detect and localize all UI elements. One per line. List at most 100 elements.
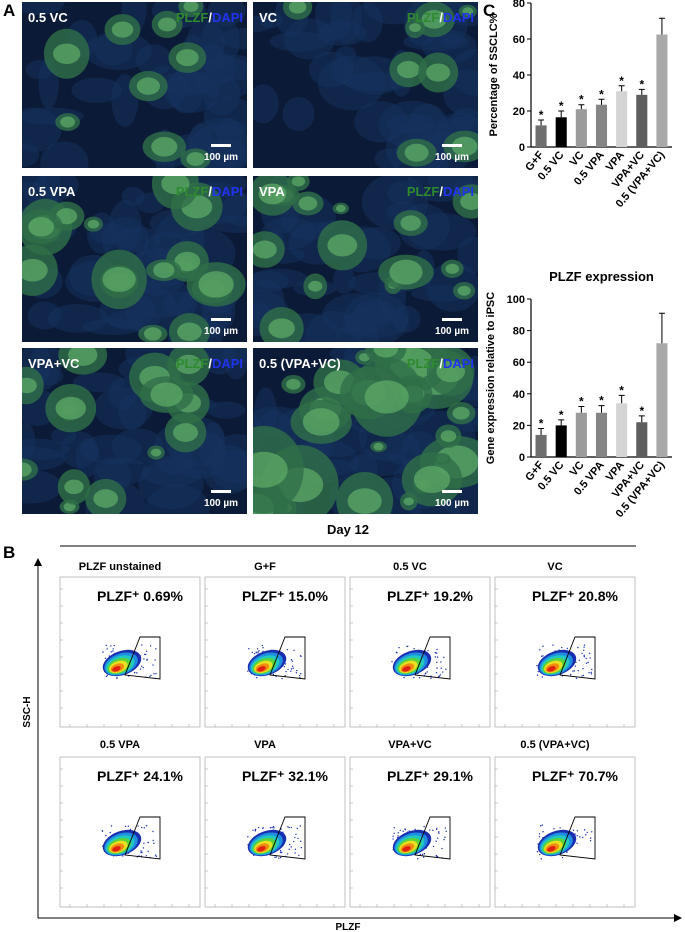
- event: [252, 829, 254, 831]
- event: [256, 652, 258, 654]
- separator: /: [439, 184, 443, 199]
- event: [444, 836, 446, 839]
- event: [300, 846, 302, 849]
- event: [281, 677, 283, 680]
- scale-label: 100 µm: [204, 498, 238, 509]
- event: [140, 665, 143, 667]
- bar: [555, 425, 567, 457]
- stain-label: PLZF/DAPI: [407, 356, 474, 371]
- event: [110, 825, 113, 827]
- dapi-cloud: [202, 74, 241, 116]
- density: [112, 846, 121, 852]
- event: [407, 645, 409, 647]
- scale-bar: [442, 144, 462, 147]
- plot-title: G+F: [254, 561, 276, 573]
- marker: PLZF: [407, 356, 440, 371]
- bar: [575, 109, 587, 147]
- event: [422, 856, 425, 858]
- error-bar: [558, 419, 565, 426]
- significance: *: [559, 99, 564, 113]
- event: [299, 825, 302, 827]
- event: [262, 647, 264, 649]
- event: [154, 659, 156, 661]
- event: [274, 856, 276, 858]
- dapi-cloud: [138, 459, 204, 510]
- event: [402, 830, 404, 832]
- event: [155, 673, 157, 675]
- y-tick-label: 80: [513, 0, 525, 10]
- dapi-cloud: [27, 301, 62, 330]
- event: [300, 673, 302, 675]
- event: [582, 674, 585, 677]
- event: [579, 836, 581, 838]
- event: [112, 648, 114, 650]
- colony-core: [258, 183, 287, 205]
- event: [256, 648, 259, 650]
- event: [440, 661, 442, 663]
- colony-core: [175, 354, 202, 375]
- event: [145, 653, 147, 656]
- event: [436, 855, 439, 858]
- event: [435, 855, 438, 857]
- event: [290, 659, 293, 661]
- error-bar: [598, 98, 605, 105]
- event: [540, 858, 542, 860]
- event: [541, 655, 543, 657]
- event: [443, 656, 445, 659]
- event: [133, 671, 136, 674]
- event: [284, 663, 287, 665]
- colony-core: [87, 219, 100, 229]
- colony-core: [327, 234, 358, 257]
- bar: [555, 117, 567, 147]
- error-bar: [658, 312, 665, 344]
- bar: [595, 412, 608, 457]
- colony-core: [347, 488, 382, 514]
- colony-core: [451, 136, 478, 157]
- event: [436, 837, 439, 839]
- event: [589, 657, 591, 659]
- gate-label: PLZF⁺ 15.0%: [242, 588, 329, 604]
- colony-core: [60, 116, 76, 128]
- bar: [535, 434, 547, 457]
- micrograph: [22, 348, 247, 514]
- micrograph: [22, 176, 247, 342]
- colony-core: [445, 263, 460, 274]
- event: [290, 846, 292, 848]
- event: [444, 827, 447, 829]
- event: [397, 835, 399, 837]
- micrograph: [253, 2, 478, 168]
- event: [292, 667, 294, 669]
- event: [583, 829, 586, 831]
- event: [581, 652, 583, 655]
- event: [440, 667, 442, 669]
- event: [539, 649, 541, 651]
- scale-label: 100 µm: [204, 152, 238, 163]
- event: [436, 667, 438, 669]
- plot-title: VC: [547, 561, 562, 573]
- marker: PLZF: [176, 184, 209, 199]
- dapi-cloud: [222, 348, 247, 380]
- event: [145, 825, 148, 827]
- bar: [616, 403, 628, 457]
- colony-core: [177, 322, 202, 342]
- event: [442, 671, 444, 673]
- gate-label: PLZF⁺ 32.1%: [242, 768, 329, 784]
- colony-core: [183, 2, 199, 12]
- marker: DAPI: [212, 10, 243, 25]
- event: [559, 827, 561, 829]
- event: [153, 673, 155, 675]
- event: [542, 645, 544, 647]
- event: [152, 830, 154, 833]
- colony-core: [161, 176, 190, 195]
- colony-core: [186, 152, 205, 166]
- event: [445, 830, 447, 833]
- scale-label: 100 µm: [435, 326, 469, 337]
- y-tick-label: 40: [513, 389, 525, 401]
- event: [147, 850, 149, 853]
- event: [574, 665, 577, 667]
- event: [296, 827, 298, 830]
- scale-label: 100 µm: [435, 498, 469, 509]
- separator: /: [439, 356, 443, 371]
- gate-label: PLZF⁺ 20.8%: [532, 588, 619, 604]
- event: [582, 836, 584, 839]
